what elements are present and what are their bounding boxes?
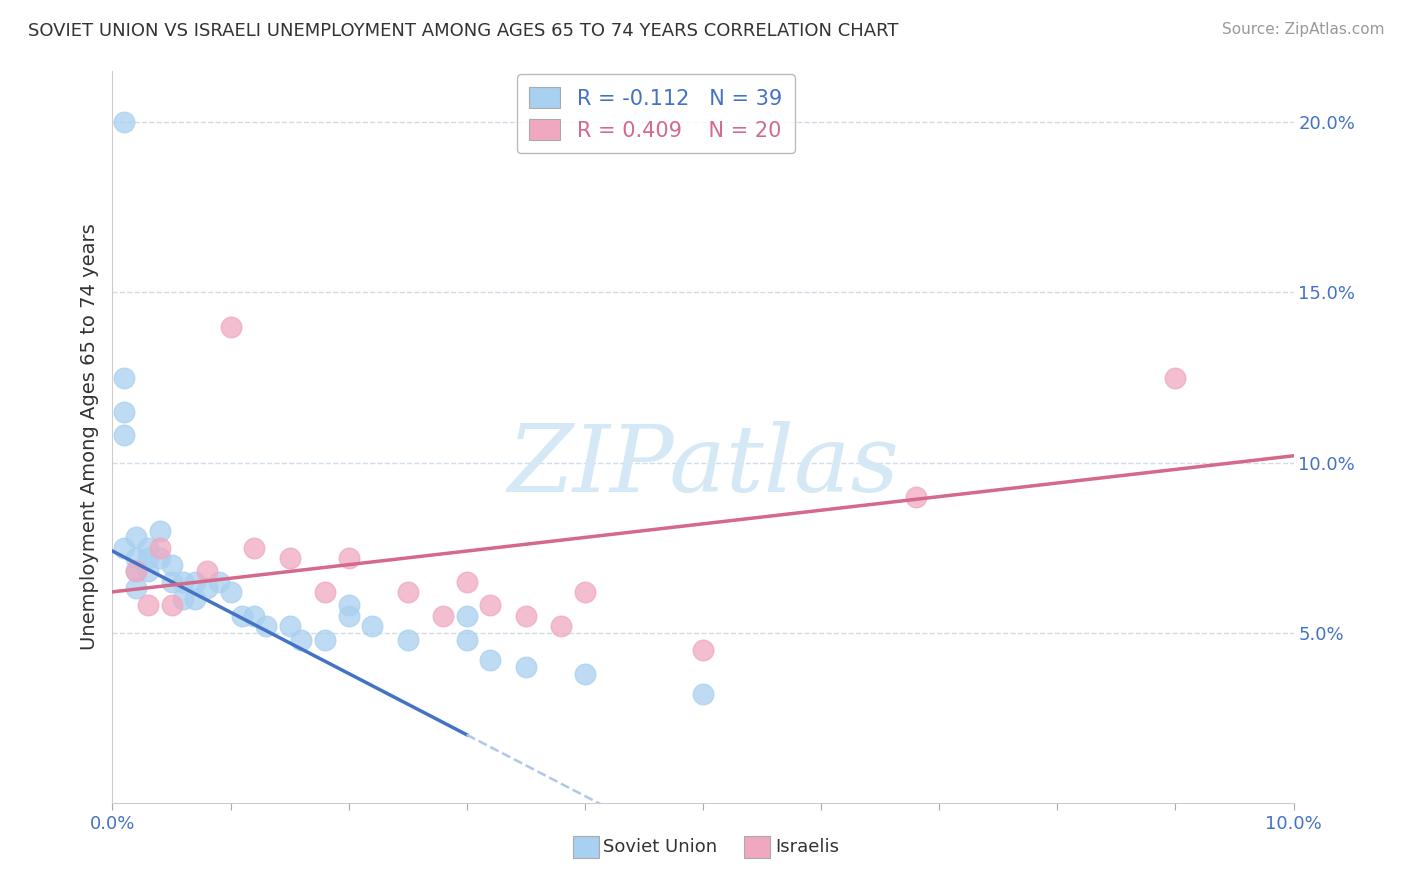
Point <box>136 599 159 613</box>
Point <box>243 608 266 623</box>
Point <box>432 608 454 623</box>
Point <box>278 619 301 633</box>
Point <box>149 550 172 565</box>
Point <box>160 599 183 613</box>
Point <box>219 585 242 599</box>
Point <box>278 550 301 565</box>
Point <box>125 550 148 565</box>
Point <box>195 565 218 579</box>
Point <box>160 574 183 589</box>
FancyBboxPatch shape <box>744 836 770 858</box>
Point <box>314 585 336 599</box>
Point <box>184 591 207 606</box>
Point <box>904 490 927 504</box>
Point <box>692 687 714 701</box>
Point <box>479 599 502 613</box>
Point <box>125 582 148 596</box>
Point <box>456 608 478 623</box>
Text: ZIPatlas: ZIPatlas <box>508 421 898 511</box>
Point <box>574 585 596 599</box>
Point <box>479 653 502 667</box>
Text: Source: ZipAtlas.com: Source: ZipAtlas.com <box>1222 22 1385 37</box>
Point <box>337 550 360 565</box>
Point <box>112 370 135 384</box>
Point <box>314 632 336 647</box>
Text: Israelis: Israelis <box>775 838 839 855</box>
Point <box>172 591 194 606</box>
Point <box>361 619 384 633</box>
Point <box>231 608 253 623</box>
Point <box>112 541 135 555</box>
Point <box>1164 370 1187 384</box>
Point <box>136 550 159 565</box>
Legend: R = -0.112   N = 39, R = 0.409    N = 20: R = -0.112 N = 39, R = 0.409 N = 20 <box>516 74 794 153</box>
Point <box>208 574 231 589</box>
Point <box>112 115 135 129</box>
Point <box>112 428 135 442</box>
FancyBboxPatch shape <box>574 836 599 858</box>
Point <box>149 524 172 538</box>
Point <box>184 574 207 589</box>
Point <box>337 608 360 623</box>
Point <box>337 599 360 613</box>
Point <box>515 608 537 623</box>
Point <box>149 541 172 555</box>
Point <box>112 404 135 418</box>
Point <box>125 531 148 545</box>
Point <box>219 319 242 334</box>
Point <box>456 574 478 589</box>
Text: Soviet Union: Soviet Union <box>603 838 717 855</box>
Point <box>456 632 478 647</box>
Point <box>550 619 572 633</box>
Point <box>290 632 312 647</box>
Point <box>692 642 714 657</box>
Point <box>136 565 159 579</box>
Point <box>125 565 148 579</box>
Point <box>172 574 194 589</box>
Point <box>160 558 183 572</box>
Point <box>574 666 596 681</box>
Point <box>125 565 148 579</box>
Point <box>195 582 218 596</box>
Text: SOVIET UNION VS ISRAELI UNEMPLOYMENT AMONG AGES 65 TO 74 YEARS CORRELATION CHART: SOVIET UNION VS ISRAELI UNEMPLOYMENT AMO… <box>28 22 898 40</box>
Point <box>254 619 277 633</box>
Point <box>396 632 419 647</box>
Point <box>396 585 419 599</box>
Point <box>515 659 537 673</box>
Point <box>243 541 266 555</box>
Point <box>136 541 159 555</box>
Y-axis label: Unemployment Among Ages 65 to 74 years: Unemployment Among Ages 65 to 74 years <box>80 224 98 650</box>
